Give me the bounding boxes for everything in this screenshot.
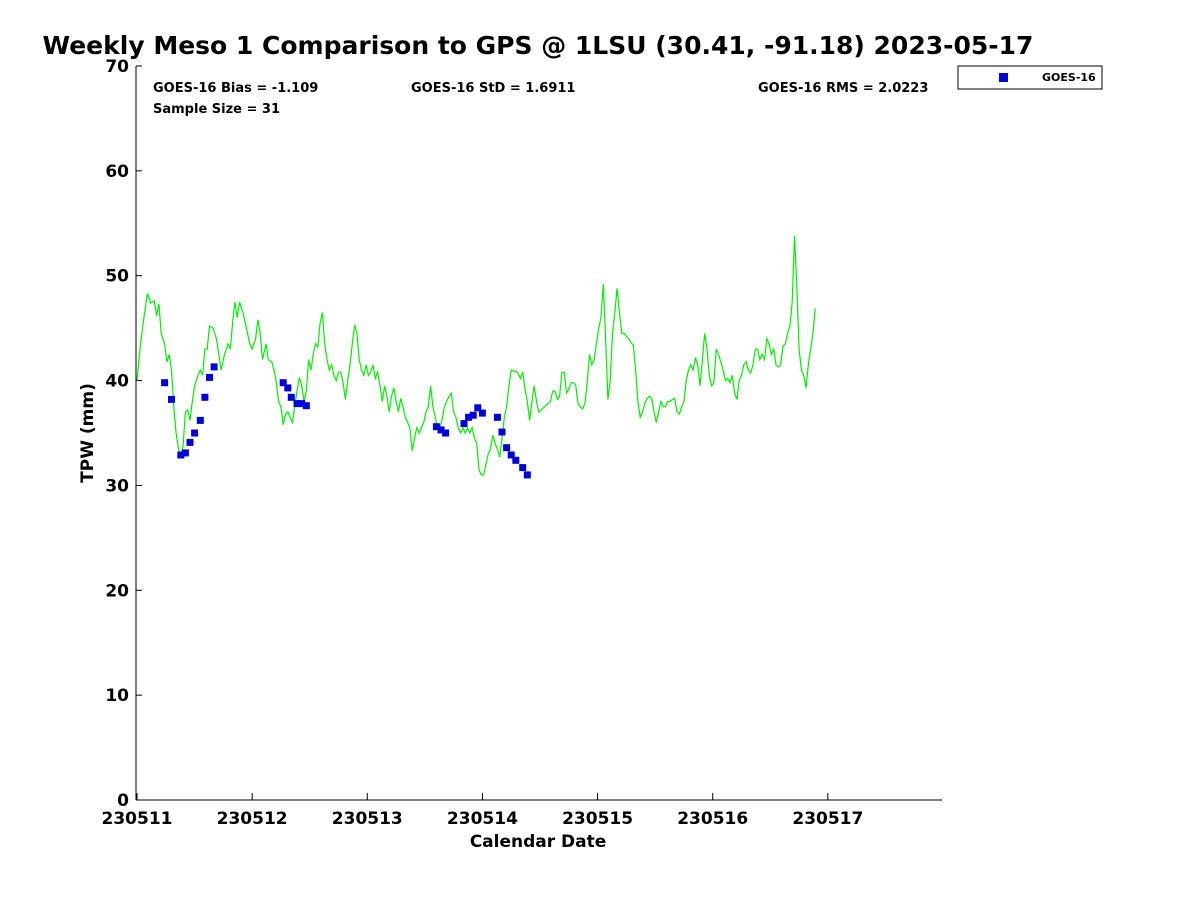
goes16-point: [519, 464, 527, 472]
goes16-point: [507, 451, 515, 459]
y-tick-label: 0: [117, 791, 129, 811]
goes-series: [161, 363, 531, 479]
gps-series: [136, 235, 816, 476]
goes16-point: [210, 363, 218, 371]
goes16-point: [284, 384, 292, 392]
legend-marker-goes16: [999, 73, 1008, 82]
goes16-point: [493, 413, 501, 421]
goes16-point: [298, 400, 306, 408]
goes16-point: [287, 393, 295, 401]
goes16-point: [191, 429, 199, 437]
x-tick-label: 230511: [102, 809, 173, 829]
goes16-point: [181, 449, 189, 457]
goes16-point: [302, 402, 310, 410]
goes16-point: [432, 423, 440, 431]
x-tick-label: 230514: [447, 809, 518, 829]
plot-background: [136, 66, 942, 800]
y-axis-label: TPW (mm): [78, 383, 98, 483]
goes16-point: [168, 395, 175, 403]
sample-size-stat: Sample Size = 31: [153, 102, 280, 117]
goes16-point: [474, 404, 482, 412]
goes16-point: [503, 444, 511, 452]
legend-label-goes16: GOES-16: [1042, 71, 1096, 84]
goes16-point: [196, 416, 204, 424]
goes16-point: [201, 393, 209, 401]
goes16-point: [498, 428, 506, 436]
x-ticks: 230511 230512 230513 230514 230515 230516 2305…: [102, 793, 863, 829]
goes16-point: [206, 373, 213, 381]
goes16-point: [512, 456, 520, 464]
y-tick-label: 60: [105, 162, 129, 182]
chart-title: Weekly Meso 1 Comparison to GPS @ 1LSU (…: [43, 31, 1034, 60]
x-tick-label: 230517: [792, 809, 863, 829]
legend: GOES-16: [957, 65, 1103, 90]
goes16-point: [437, 426, 445, 434]
bias-stat: GOES-16 Bias = -1.109: [153, 81, 318, 96]
goes16-point: [186, 438, 194, 446]
x-axis-label: Calendar Date: [470, 832, 607, 852]
gps-line: [136, 235, 816, 476]
y-tick-label: 40: [105, 372, 129, 392]
x-tick-label: 230515: [562, 809, 633, 829]
y-tick-label: 50: [105, 267, 129, 287]
plot-area: [135, 66, 942, 801]
goes16-point: [161, 379, 169, 387]
goes16-point: [293, 400, 301, 408]
legend-box: [957, 65, 1103, 90]
x-tick-label: 230513: [332, 809, 403, 829]
goes16-point: [279, 379, 287, 387]
goes16-point: [177, 451, 185, 459]
goes16-point: [465, 413, 473, 421]
y-tick-label: 30: [105, 476, 129, 496]
std-stat: GOES-16 StD = 1.6911: [411, 81, 575, 96]
x-tick-label: 230516: [677, 809, 748, 829]
goes16-point: [523, 471, 531, 479]
goes16-point: [469, 411, 477, 419]
goes16-point: [442, 429, 450, 437]
y-ticks: 0 10 20 30 40 50 60 70: [105, 57, 142, 811]
y-tick-label: 70: [105, 57, 129, 77]
x-tick-label: 230512: [217, 809, 288, 829]
goes16-point: [460, 420, 468, 428]
y-tick-label: 20: [105, 581, 129, 601]
goes16-point: [478, 409, 486, 417]
rms-stat: GOES-16 RMS = 2.0223: [758, 81, 928, 96]
y-tick-label: 10: [105, 686, 129, 706]
